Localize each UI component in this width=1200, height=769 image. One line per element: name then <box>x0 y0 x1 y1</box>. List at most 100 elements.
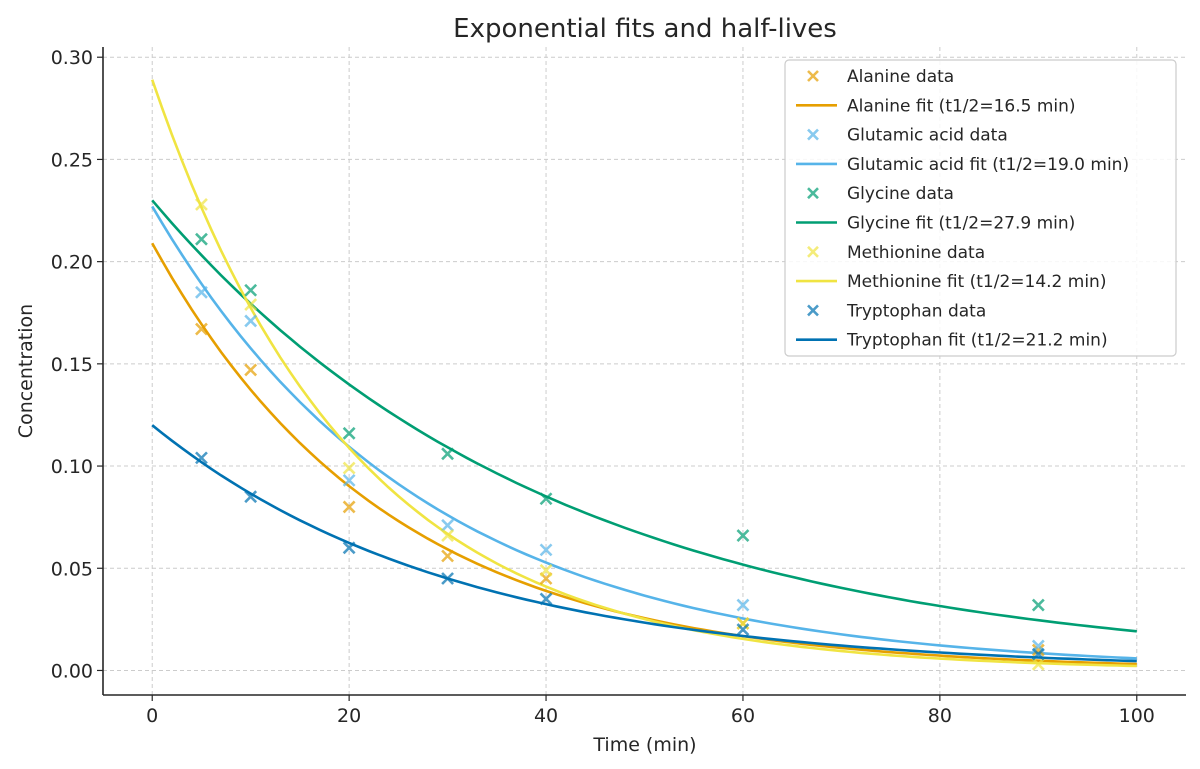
x-marker-stroke <box>441 529 455 542</box>
x-marker-stroke <box>736 598 750 612</box>
x-marker-stroke <box>1031 643 1045 657</box>
x-marker-stroke <box>1031 598 1045 612</box>
x-marker-stroke <box>1031 657 1045 671</box>
x-marker-stroke <box>1031 647 1045 661</box>
x-tick-label: 0 <box>146 705 158 727</box>
data-point-tryptophan <box>244 490 258 504</box>
data-point-tryptophan <box>195 451 208 465</box>
data-point-tryptophan <box>736 623 750 637</box>
x-tick-label: 40 <box>534 705 558 727</box>
legend: Alanine data Alanine fit (t1/2=16.5 min) G… <box>784 59 1177 357</box>
y-tick-label: 0.30 <box>51 47 93 69</box>
y-tick-label: 0.15 <box>51 354 93 376</box>
data-point-glycine <box>539 492 553 506</box>
data-point-glutamic-acid <box>342 473 356 487</box>
x-marker-stroke <box>342 500 356 514</box>
y-tick-label: 0.25 <box>51 149 93 171</box>
x-marker-stroke <box>195 232 208 246</box>
data-point-glycine <box>1031 598 1045 612</box>
data-point-alanine <box>1031 643 1045 657</box>
x-marker-stroke <box>736 529 750 542</box>
x-marker-stroke <box>539 563 553 577</box>
x-marker-stroke <box>441 549 455 563</box>
x-marker-stroke <box>807 245 819 258</box>
legend-label-glycine-fit: Glycine fit (t1/2=27.9 min) <box>847 214 1075 234</box>
data-point-glutamic-acid <box>539 543 553 557</box>
data-point-glycine <box>244 283 258 297</box>
legend-marker-methionine <box>807 245 819 258</box>
x-marker-stroke <box>539 492 553 506</box>
legend-label-glutamic-acid-data: Glutamic acid data <box>847 126 1008 146</box>
data-point-tryptophan <box>342 541 356 555</box>
x-marker-stroke <box>441 572 455 585</box>
data-point-alanine <box>244 363 258 377</box>
x-tick-label: 20 <box>337 705 361 727</box>
data-point-glutamic-acid <box>441 518 455 532</box>
x-marker-stroke <box>244 314 258 328</box>
x-marker-stroke <box>195 285 208 299</box>
legend-label-glycine-data: Glycine data <box>847 184 954 204</box>
y-tick-label: 0.10 <box>51 456 93 478</box>
legend-label-alanine-fit: Alanine fit (t1/2=16.5 min) <box>847 96 1076 116</box>
y-ticks: 0.00 0.05 0.10 0.15 0.20 0.25 0.30 <box>51 47 103 682</box>
data-point-glutamic-acid <box>195 285 208 299</box>
x-marker-stroke <box>807 187 819 200</box>
data-points <box>195 197 1045 671</box>
x-marker-stroke <box>539 592 553 606</box>
x-marker-stroke <box>736 623 750 637</box>
data-point-tryptophan <box>441 572 455 585</box>
data-point-methionine <box>1031 657 1045 671</box>
data-point-alanine <box>342 500 356 514</box>
legend-marker-alanine <box>807 70 819 82</box>
x-tick-label: 100 <box>1119 705 1155 727</box>
legend-label-methionine-data: Methionine data <box>847 243 985 263</box>
x-tick-label: 60 <box>731 705 755 727</box>
y-axis-label: Concentration <box>15 304 37 438</box>
data-point-alanine <box>195 322 208 336</box>
x-marker-stroke <box>342 473 356 487</box>
x-marker-stroke <box>441 447 455 461</box>
y-tick-label: 0.05 <box>51 558 93 580</box>
x-marker-stroke <box>244 283 258 297</box>
x-ticks: 0 20 40 60 80 100 <box>146 695 1155 727</box>
data-point-alanine <box>441 549 455 563</box>
data-point-methionine <box>195 197 208 211</box>
x-marker-stroke <box>342 426 356 440</box>
data-point-tryptophan <box>539 592 553 606</box>
data-point-glycine <box>195 232 208 246</box>
data-point-glycine <box>441 447 455 461</box>
fit-lines <box>150 79 1137 668</box>
axes <box>102 47 1186 696</box>
data-point-glycine <box>342 426 356 440</box>
x-marker-stroke <box>342 461 356 475</box>
fit-line-glycine <box>151 199 1137 633</box>
x-marker-stroke <box>441 518 455 532</box>
data-point-glycine <box>736 529 750 542</box>
x-marker-stroke <box>244 490 258 504</box>
data-point-methionine <box>244 298 258 311</box>
fit-line-tryptophan <box>151 424 1137 663</box>
x-marker-stroke <box>342 541 356 555</box>
data-point-tryptophan <box>1031 647 1045 661</box>
legend-label-glutamic-acid-fit: Glutamic acid fit (t1/2=19.0 min) <box>847 155 1129 175</box>
x-marker-stroke <box>195 451 208 465</box>
fit-line-glutamic-acid <box>151 205 1137 660</box>
x-marker-stroke <box>807 70 819 82</box>
fit-line-methionine <box>150 79 1137 668</box>
x-marker-stroke <box>807 304 819 317</box>
y-tick-label: 0.20 <box>51 252 93 274</box>
legend-marker-glycine <box>807 187 819 200</box>
x-marker-stroke <box>195 197 208 211</box>
data-point-methionine <box>342 461 356 475</box>
x-marker-stroke <box>539 543 553 557</box>
chart-title: Exponential fits and half-lives <box>453 14 837 44</box>
data-point-glutamic-acid <box>736 598 750 612</box>
x-marker-stroke <box>244 298 258 311</box>
x-axis-label: Time (min) <box>592 734 696 756</box>
legend-marker-glutamic-acid <box>807 128 819 141</box>
x-marker-stroke <box>244 363 258 377</box>
legend-label-tryptophan-data: Tryptophan data <box>846 301 986 321</box>
legend-box <box>784 59 1177 357</box>
x-marker-stroke <box>807 128 819 141</box>
